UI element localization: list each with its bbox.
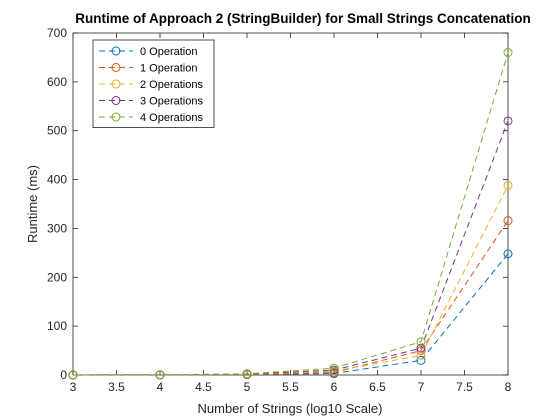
y-axis-label: Runtime (ms)	[25, 165, 40, 243]
x-tick-label: 4	[157, 380, 164, 394]
data-point	[416, 350, 426, 360]
series-line	[72, 120, 509, 376]
x-tick-label: 5.5	[282, 380, 299, 394]
chart-title: Runtime of Approach 2 (StringBuilder) fo…	[75, 11, 531, 26]
x-tick-label: 3	[70, 380, 77, 394]
x-tick-label: 3.5	[108, 380, 125, 394]
legend-marker	[111, 46, 121, 56]
y-tick-label: 200	[47, 270, 67, 284]
legend-marker	[111, 112, 121, 122]
legend-label: 2 Operations	[140, 79, 203, 91]
legend-entry: 3 Operations	[99, 96, 203, 108]
data-point	[503, 180, 513, 190]
y-tick-label: 300	[47, 221, 67, 235]
x-tick-label: 5	[244, 380, 251, 394]
series-1	[68, 216, 513, 380]
data-point	[503, 216, 513, 226]
y-tick-label: 100	[47, 319, 67, 333]
legend: 0 Operation 1 Operation 2 Operations 3 Oper…	[92, 39, 215, 128]
legend-marker	[111, 79, 121, 89]
legend-label: 4 Operations	[140, 112, 203, 124]
data-point	[155, 370, 165, 380]
y-tick-label: 400	[47, 173, 67, 187]
axes: 3 3.5 4 4.5 5 5.5 6 6.5 7 7.5 8 0 100 200 300 400 500 600…	[47, 26, 512, 394]
data-point	[503, 48, 513, 58]
series-2	[68, 180, 513, 380]
data-point	[503, 116, 513, 126]
legend-entry: 2 Operations	[99, 79, 203, 91]
series-4	[68, 48, 513, 380]
legend-label: 1 Operation	[140, 63, 197, 75]
legend-marker	[111, 63, 121, 72]
x-tick-label: 8	[505, 380, 512, 394]
series-lines	[68, 48, 513, 380]
data-point	[242, 369, 252, 379]
data-point	[503, 249, 513, 259]
legend-label: 0 Operation	[140, 46, 197, 58]
data-point	[68, 370, 78, 380]
legend-entry: 4 Operations	[99, 112, 203, 124]
data-point	[416, 343, 426, 353]
series-3	[68, 116, 513, 380]
series-line	[72, 185, 509, 376]
data-point	[416, 337, 426, 347]
series-line	[72, 52, 509, 376]
legend-marker	[111, 96, 121, 105]
legend-entry: 0 Operation	[99, 46, 197, 58]
x-tick-label: 6.5	[369, 380, 386, 394]
series-line	[72, 253, 509, 376]
y-tick-label: 600	[47, 75, 67, 89]
data-point	[329, 363, 339, 373]
x-tick-label: 4.5	[195, 380, 212, 394]
x-tick-label: 6	[331, 380, 338, 394]
y-tick-label: 0	[60, 368, 67, 382]
x-axis-label: Number of Strings (log10 Scale)	[198, 401, 383, 416]
legend-label: 3 Operations	[140, 96, 203, 108]
x-tick-label: 7	[418, 380, 425, 394]
y-tick-label: 700	[47, 26, 67, 40]
series-line	[72, 220, 509, 376]
legend-entry: 1 Operation	[99, 63, 197, 75]
y-tick-label: 500	[47, 124, 67, 138]
data-point	[416, 355, 426, 365]
x-tick-label: 7.5	[456, 380, 473, 394]
